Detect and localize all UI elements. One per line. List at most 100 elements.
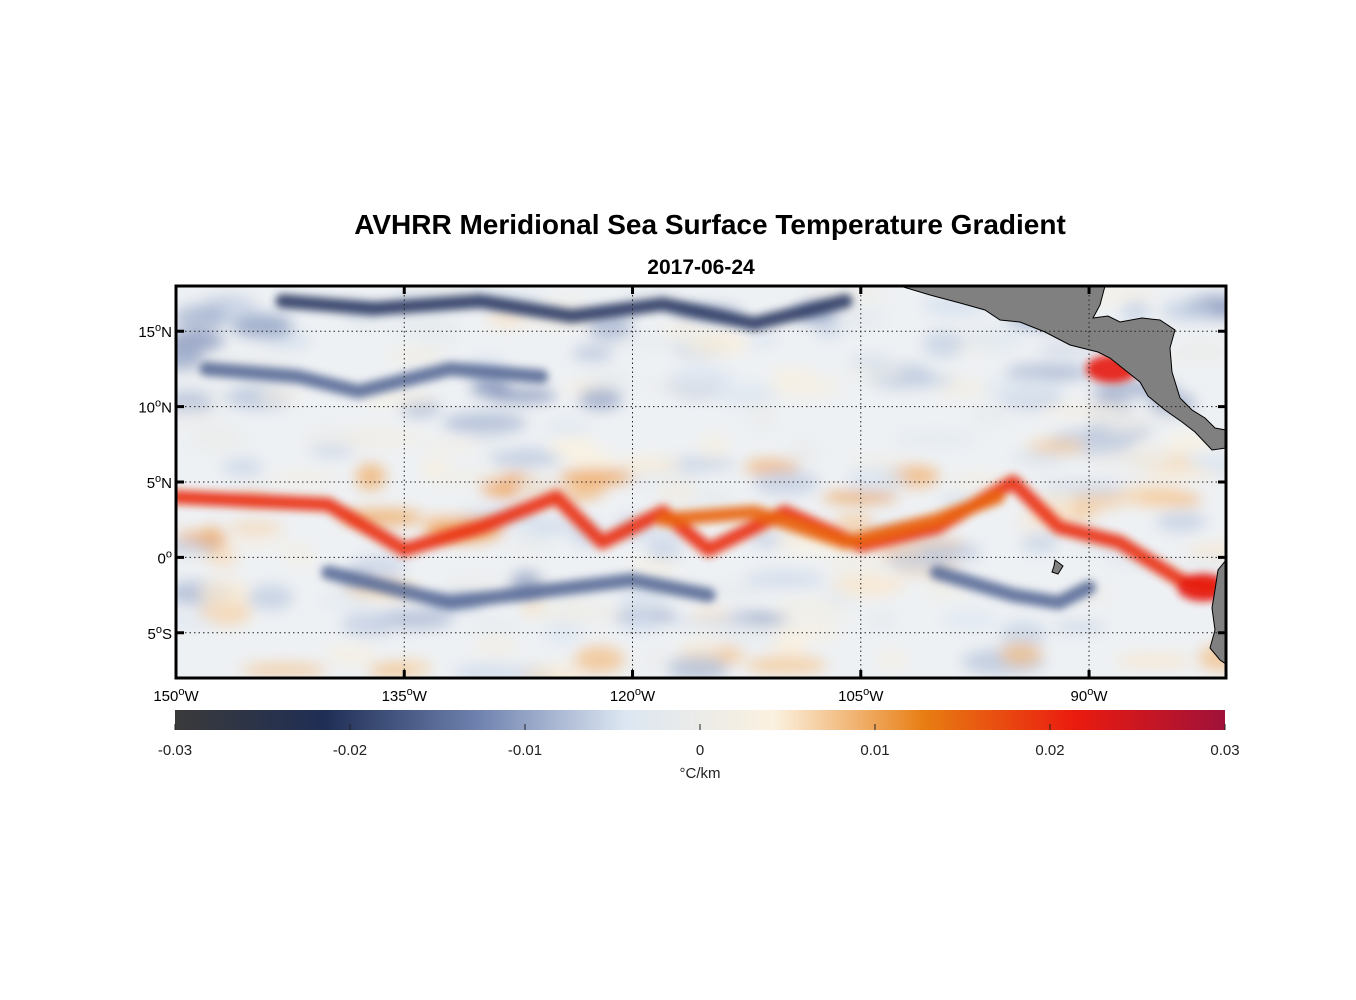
texture-blob xyxy=(786,443,820,465)
texture-blob xyxy=(744,570,826,588)
texture-blob xyxy=(257,389,304,403)
texture-blob xyxy=(572,346,613,361)
texture-blob xyxy=(940,610,998,631)
texture-blob xyxy=(355,463,386,491)
tick-direction: W xyxy=(184,688,199,705)
texture-blob xyxy=(745,655,828,675)
texture-blob xyxy=(319,596,372,608)
colorbar-ticks: -0.03 -0.02 -0.01 0 0.01 0.02 0.03 xyxy=(158,724,1240,759)
degree-mark: o xyxy=(178,686,184,698)
texture-blob xyxy=(578,388,623,410)
texture-blob xyxy=(773,636,808,657)
texture-blob xyxy=(231,314,293,338)
texture-blob xyxy=(222,458,264,477)
texture-blob xyxy=(1040,481,1128,495)
texture-blob xyxy=(850,355,890,368)
texture-blob xyxy=(617,335,705,348)
texture-blob xyxy=(753,470,819,495)
y-tick-label: 5oS xyxy=(148,624,172,643)
tick-number: 150 xyxy=(153,688,178,705)
texture-blob xyxy=(176,616,218,627)
colorbar-unit-label: °C/km xyxy=(680,765,721,782)
tick-direction: W xyxy=(413,688,428,705)
texture-blob xyxy=(544,418,590,438)
colorbar-bar xyxy=(175,710,1225,730)
texture-blob xyxy=(815,323,844,338)
background-texture xyxy=(176,286,1226,678)
texture-blob xyxy=(368,662,410,678)
degree-mark: o xyxy=(635,686,641,698)
texture-blob xyxy=(240,663,328,677)
texture-blob xyxy=(962,327,1023,352)
texture-blob xyxy=(386,347,442,364)
texture-blob xyxy=(176,541,220,554)
y-tick-label: 15oN xyxy=(138,322,172,341)
map-area xyxy=(176,286,1226,678)
texture-blob xyxy=(769,369,815,382)
texture-blob xyxy=(283,541,315,568)
texture-blob xyxy=(488,450,562,467)
texture-blob xyxy=(1203,455,1226,477)
texture-blob xyxy=(892,431,980,447)
texture-blob xyxy=(574,646,625,673)
tick-number: 10 xyxy=(138,400,155,417)
texture-blob xyxy=(176,330,225,352)
texture-blob xyxy=(543,618,585,644)
texture-blob xyxy=(339,428,425,449)
texture-blob xyxy=(359,391,438,406)
texture-blob xyxy=(617,456,682,473)
tick-direction: W xyxy=(869,688,884,705)
texture-blob xyxy=(406,286,471,298)
texture-blob xyxy=(970,402,1009,427)
texture-blob xyxy=(549,435,597,459)
tick-number: 15 xyxy=(138,324,155,341)
colorbar-tick-label: -0.02 xyxy=(333,742,367,759)
texture-blob xyxy=(1116,485,1189,507)
texture-blob xyxy=(645,539,683,561)
texture-blob xyxy=(953,379,988,398)
y-tick-label: 10oN xyxy=(138,398,172,417)
degree-mark: o xyxy=(166,548,172,560)
x-tick-label: 105oW xyxy=(838,686,884,705)
colorbar-tick-label: 0 xyxy=(696,742,704,759)
texture-blob xyxy=(1168,340,1226,363)
tick-number: 135 xyxy=(382,688,407,705)
texture-blob xyxy=(847,455,906,469)
tick-number: 5 xyxy=(148,626,156,643)
texture-blob xyxy=(471,430,507,449)
colorbar-tick-label: 0.02 xyxy=(1035,742,1064,759)
colorbar-tick-label: 0.01 xyxy=(860,742,889,759)
texture-blob xyxy=(471,376,511,398)
colorbar: -0.03 -0.02 -0.01 0 0.01 0.02 0.03 °C/km xyxy=(158,710,1240,782)
texture-blob xyxy=(621,613,662,634)
texture-blob xyxy=(1156,511,1207,532)
texture-blob xyxy=(1121,299,1151,323)
texture-blob xyxy=(587,313,633,341)
x-tick-label: 150oW xyxy=(153,686,199,705)
texture-blob xyxy=(982,376,1062,400)
texture-blob xyxy=(699,433,729,460)
colorbar-tick-label: 0.03 xyxy=(1210,742,1239,759)
texture-blob xyxy=(680,331,749,356)
texture-blob xyxy=(453,664,526,678)
texture-blob xyxy=(1010,451,1063,462)
tick-direction: N xyxy=(161,400,172,417)
texture-blob xyxy=(176,348,205,371)
texture-blob xyxy=(877,652,908,669)
tick-number: 5 xyxy=(147,475,155,492)
texture-blob xyxy=(227,521,284,534)
texture-blob xyxy=(247,585,294,610)
texture-blob xyxy=(748,334,780,346)
degree-mark: o xyxy=(156,624,162,636)
texture-blob xyxy=(834,514,875,532)
tick-direction: S xyxy=(162,626,172,643)
tick-direction: W xyxy=(1093,688,1108,705)
texture-blob xyxy=(467,620,522,631)
texture-blob xyxy=(176,531,215,542)
texture-blob xyxy=(528,517,576,535)
texture-blob xyxy=(176,409,223,425)
texture-blob xyxy=(1038,402,1124,419)
negative-band-5 xyxy=(929,565,1096,610)
negative-band-3 xyxy=(275,294,853,331)
